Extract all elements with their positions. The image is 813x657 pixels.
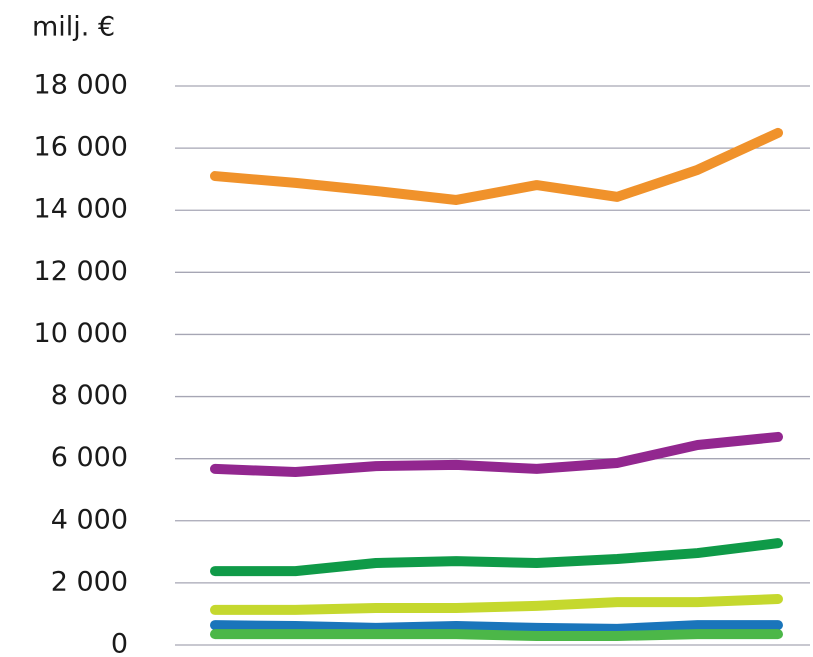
y-tick-label: 8 000 [51,380,128,411]
y-tick-label: 18 000 [34,70,128,101]
series-line [210,629,783,641]
series-line [210,431,783,478]
y-tick-label: 16 000 [34,132,128,163]
y-tick-label: 10 000 [34,318,128,349]
series-line [210,538,783,577]
y-tick-label: 12 000 [34,256,128,287]
series-line [210,594,783,615]
y-tick-label: 0 [111,629,128,657]
y-tick-label: 2 000 [51,566,128,597]
y-tick-label: 4 000 [51,504,128,535]
y-tick-label: 14 000 [34,194,128,225]
y-axis-label: milj. € [32,12,115,43]
series-line [210,127,783,205]
y-tick-label: 6 000 [51,442,128,473]
series-line [210,620,783,634]
